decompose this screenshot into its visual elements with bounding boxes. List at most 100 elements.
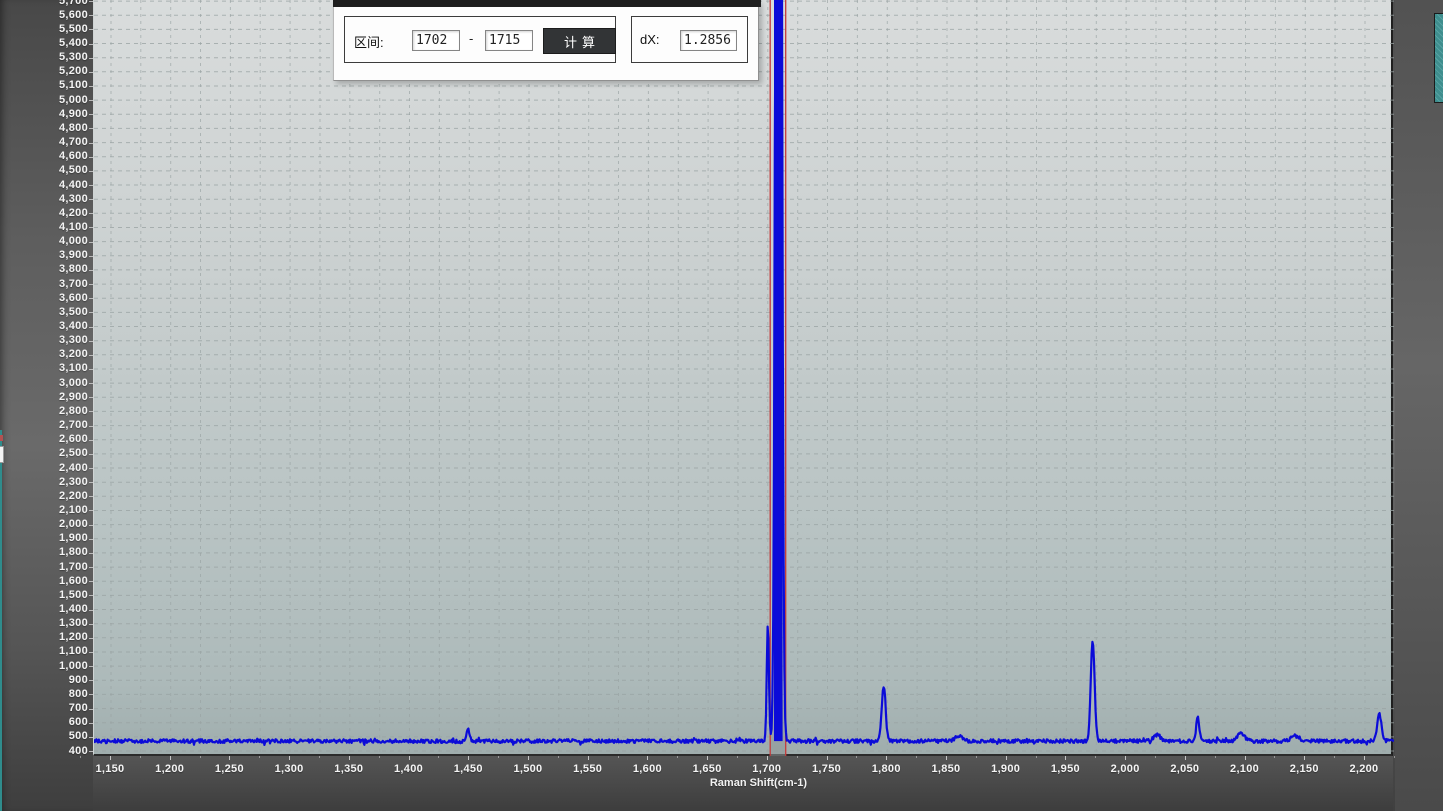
y-axis-tick — [89, 326, 93, 328]
y-axis-tick — [89, 1, 93, 3]
y-axis-tick — [89, 241, 93, 243]
y-axis-tick — [89, 722, 93, 724]
x-axis-tick — [1065, 756, 1067, 760]
x-axis-tick — [199, 756, 201, 758]
x-axis-tick — [109, 756, 111, 760]
x-axis-tick — [1125, 756, 1127, 760]
y-axis-tick — [89, 298, 93, 300]
y-axis-tick — [89, 694, 93, 696]
y-axis-tick — [89, 496, 93, 498]
x-axis-tick — [259, 756, 261, 758]
x-axis-label: 1,450 — [453, 763, 483, 775]
y-axis-tick — [89, 581, 93, 583]
y-axis-label: 5,200 — [58, 65, 88, 78]
spectrum-plot-area[interactable] — [93, 0, 1394, 756]
x-axis-panel: Raman Shift(cm-1) 1,150 1,200 1,250 1,300 1,… — [80, 756, 1395, 811]
x-axis-label: 1,650 — [692, 763, 722, 775]
x-axis-tick — [1334, 756, 1336, 758]
y-axis-tick — [89, 354, 93, 356]
y-axis-tick — [89, 510, 93, 512]
x-axis-tick — [378, 756, 380, 758]
x-axis-tick — [1363, 756, 1365, 760]
y-axis-tick — [89, 170, 93, 172]
x-axis-label: 1,900 — [991, 763, 1021, 775]
y-axis-label: 400 — [68, 744, 88, 757]
y-axis-tick — [89, 185, 93, 186]
interval-to-input[interactable] — [485, 30, 533, 51]
y-axis-label: 5,700 — [58, 0, 88, 7]
x-axis-tick — [80, 756, 82, 758]
y-axis-label: 2,500 — [58, 447, 88, 460]
y-axis-label: 4,400 — [58, 178, 88, 191]
interval-separator: - — [469, 31, 474, 46]
dialog-titlebar[interactable] — [333, 0, 761, 7]
y-axis-tick — [89, 651, 93, 653]
x-axis-title: Raman Shift(cm-1) — [709, 777, 808, 789]
y-axis-tick — [89, 43, 93, 45]
x-axis-label: 1,600 — [632, 763, 662, 775]
y-axis-tick — [89, 312, 93, 314]
x-axis-tick — [826, 756, 828, 760]
y-axis-tick — [89, 383, 93, 385]
y-axis-label: 5,500 — [58, 22, 88, 35]
x-axis-tick — [408, 756, 410, 760]
y-axis-tick — [89, 368, 93, 370]
y-axis-tick — [89, 736, 93, 738]
y-axis-tick — [89, 255, 93, 257]
right-scrollbar-thumb[interactable] — [1434, 13, 1443, 103]
x-axis-tick — [1005, 756, 1007, 760]
y-axis-label: 3,000 — [58, 376, 88, 389]
y-axis-tick — [89, 199, 93, 201]
y-axis-label: 500 — [68, 730, 88, 743]
y-axis-tick — [89, 538, 93, 540]
y-axis-label: 3,300 — [58, 334, 88, 347]
x-axis-tick — [318, 756, 320, 758]
x-axis-label: 2,150 — [1289, 763, 1319, 775]
y-axis-tick — [89, 439, 93, 441]
x-axis-label: 1,550 — [573, 763, 603, 775]
x-axis-label: 2,100 — [1230, 763, 1260, 775]
x-axis-tick — [468, 756, 470, 760]
y-axis-label: 4,200 — [58, 206, 88, 219]
x-axis-label: 1,400 — [394, 763, 424, 775]
x-axis-tick — [1184, 756, 1186, 760]
x-axis-tick — [438, 756, 440, 758]
x-axis-tick — [139, 756, 141, 758]
y-axis-tick — [89, 100, 93, 102]
y-axis-label: 2,200 — [58, 489, 88, 502]
y-axis-label: 3,600 — [58, 291, 88, 304]
x-axis-tick — [796, 756, 798, 758]
y-axis-tick — [89, 57, 93, 59]
x-axis-tick — [736, 756, 738, 758]
y-axis-label: 5,600 — [58, 8, 88, 21]
x-axis-label: 2,000 — [1110, 763, 1140, 775]
y-axis-tick — [89, 411, 93, 413]
x-axis-label: 1,750 — [812, 763, 842, 775]
x-axis-tick — [975, 756, 977, 758]
x-axis-tick — [945, 756, 947, 760]
x-axis-tick — [527, 756, 529, 760]
x-axis-label: 1,950 — [1050, 763, 1080, 775]
raman-spectrum-chart[interactable] — [94, 0, 1394, 756]
panel-splitter-handle[interactable] — [0, 446, 4, 463]
y-axis-label: 4,700 — [58, 136, 88, 149]
y-axis-tick — [89, 142, 93, 144]
x-axis-tick — [169, 756, 171, 760]
x-axis-tick — [766, 756, 768, 760]
interval-groupbox: 区间: - 计算 — [344, 16, 616, 63]
y-axis-label: 5,100 — [58, 79, 88, 92]
y-axis-label: 3,500 — [58, 305, 88, 318]
y-axis-tick — [89, 708, 93, 710]
y-axis-tick — [89, 284, 93, 286]
y-axis-label: 1,900 — [58, 532, 88, 545]
interval-from-input[interactable] — [412, 30, 460, 51]
dx-label: dX: — [640, 32, 660, 47]
x-axis-tick — [1095, 756, 1097, 758]
y-axis-tick — [89, 552, 93, 554]
y-axis-tick — [89, 156, 93, 158]
y-axis-label: 2,100 — [58, 503, 88, 516]
calculate-button[interactable]: 计算 — [543, 28, 616, 54]
dx-result-input[interactable] — [680, 30, 737, 51]
y-axis-label: 3,200 — [58, 348, 88, 361]
y-axis-label: 1,800 — [58, 546, 88, 559]
